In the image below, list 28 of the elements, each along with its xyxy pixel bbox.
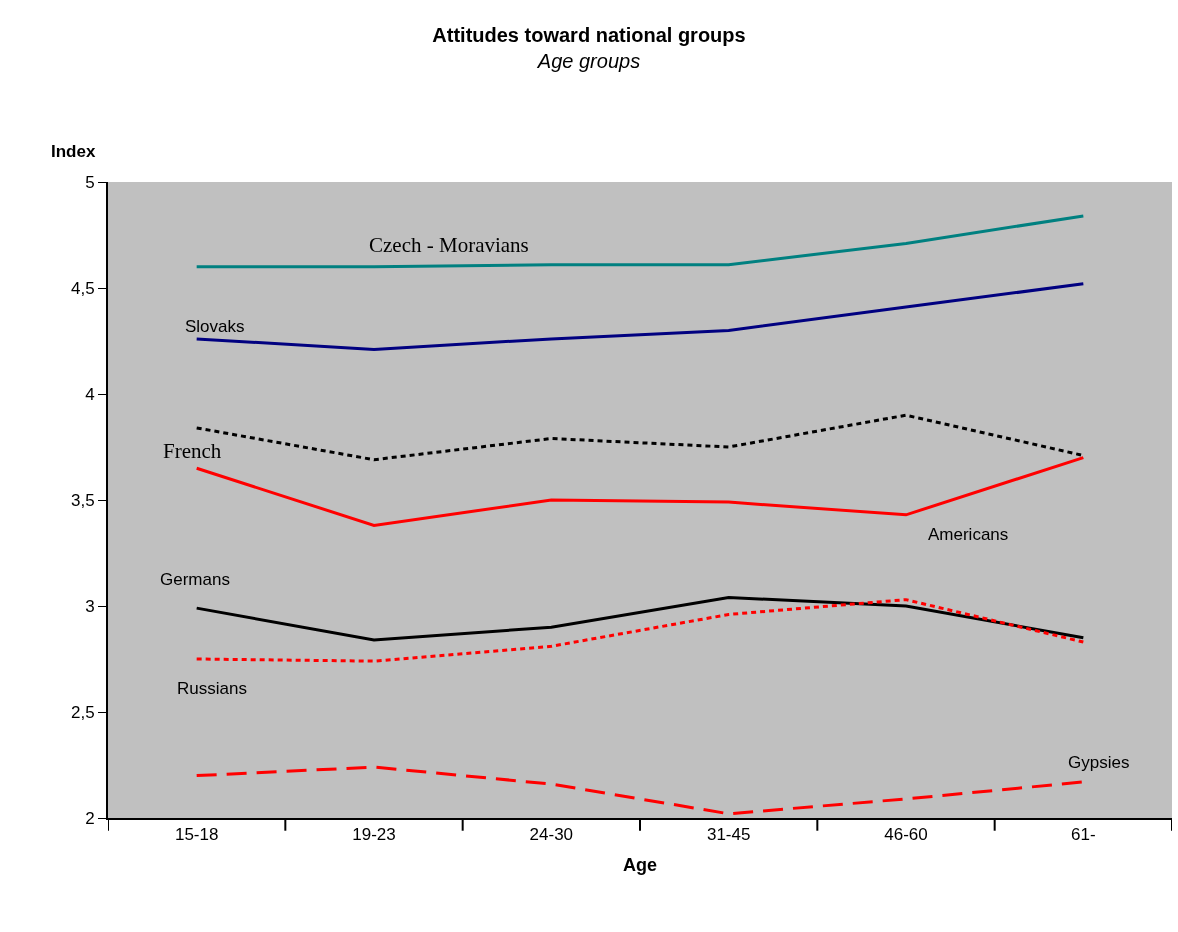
x-tick-label: 15-18 [174,825,219,845]
y-tick-label: 3,5 [70,490,95,510]
x-tick-label: 19-23 [352,825,396,845]
series-label: Czech - Moravians [369,233,529,257]
series-label: Americans [928,525,1009,544]
line-series [195,596,1085,642]
y-tick-label: 2 [85,808,95,828]
chart-title: Attitudes toward national groups [432,23,746,46]
x-tick-label: 31-45 [706,825,751,845]
y-tick-label: 2,5 [70,702,95,722]
x-axis-title: Age [622,855,658,875]
x-tick-label: 61- [1071,825,1096,845]
x-tick-label: 46-60 [884,825,928,845]
y-tick-label: 4,5 [70,278,95,298]
series-label: Russians [177,679,247,698]
line-series [195,456,1085,527]
chart-subtitle: Age groups [536,49,641,72]
series-label: French [163,439,222,463]
y-tick-label: 3 [85,596,95,616]
series-label: Germans [160,570,230,589]
y-tick-label: 4 [85,384,95,404]
series-label: Slovaks [185,317,245,336]
line-series [195,214,1085,269]
y-axis-title: Index [51,142,96,161]
line-series [195,598,1085,663]
x-tick-label: 24-30 [529,825,574,845]
y-tick-label: 5 [85,172,95,192]
series-label: Gypsies [1068,753,1130,772]
